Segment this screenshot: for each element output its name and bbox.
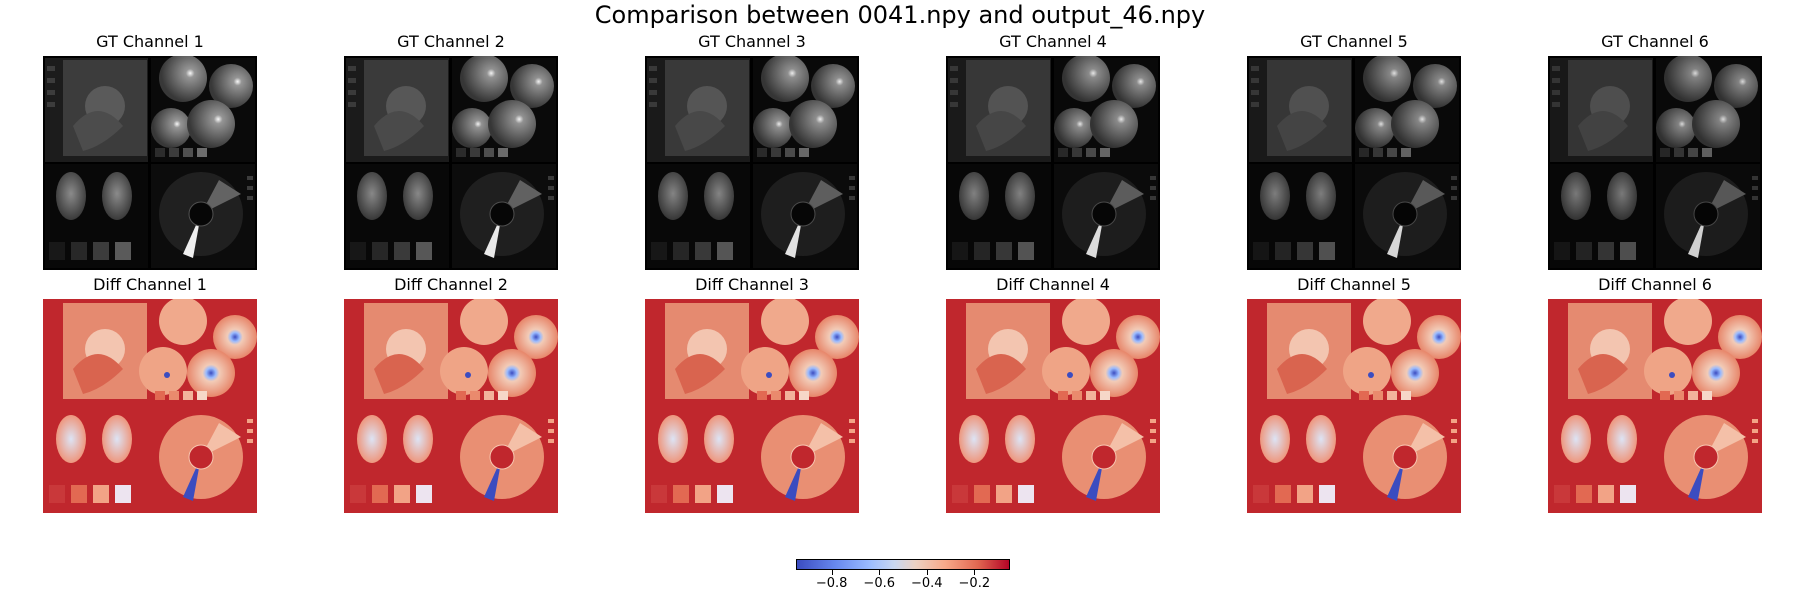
colorbar-gradient: [796, 559, 1010, 570]
gt-channel-image: [344, 56, 558, 270]
diff-channel-image: [43, 299, 257, 513]
gt-channel-image: [1548, 56, 1762, 270]
colorbar-tick-mark: [879, 570, 881, 575]
diff-channel-image: [946, 299, 1160, 513]
figure-title: Comparison between 0041.npy and output_4…: [594, 1, 1206, 29]
diff-channel-image: [344, 299, 558, 513]
colorbar-tick-label: −0.4: [910, 576, 943, 591]
colorbar-tick-mark: [926, 570, 928, 575]
diff-panel-title: Diff Channel 2: [394, 275, 508, 294]
diff-panel-title: Diff Channel 3: [695, 275, 809, 294]
gt-channel-image: [43, 56, 257, 270]
gt-channel-image: [946, 56, 1160, 270]
diff-panel-title: Diff Channel 1: [93, 275, 207, 294]
gt-channel-image: [1247, 56, 1461, 270]
gt-panel-title: GT Channel 2: [397, 32, 505, 51]
gt-panel-title: GT Channel 4: [999, 32, 1107, 51]
gt-channel-image: [645, 56, 859, 270]
diff-panel-title: Diff Channel 5: [1297, 275, 1411, 294]
gt-panel-title: GT Channel 3: [698, 32, 806, 51]
diff-panel-title: Diff Channel 6: [1598, 275, 1712, 294]
gt-panel-title: GT Channel 5: [1300, 32, 1408, 51]
colorbar-tick-mark: [974, 570, 976, 575]
diff-channel-image: [645, 299, 859, 513]
gt-panel-title: GT Channel 6: [1601, 32, 1709, 51]
diff-channel-image: [1548, 299, 1762, 513]
colorbar-tick-label: −0.6: [863, 576, 895, 591]
diff-channel-image: [1247, 299, 1461, 513]
gt-panel-title: GT Channel 1: [96, 32, 204, 51]
diff-panel-title: Diff Channel 4: [996, 275, 1110, 294]
colorbar-tick-label: −0.8: [815, 576, 848, 591]
colorbar-tick-label: −0.2: [958, 576, 991, 591]
colorbar-tick-mark: [831, 570, 833, 575]
